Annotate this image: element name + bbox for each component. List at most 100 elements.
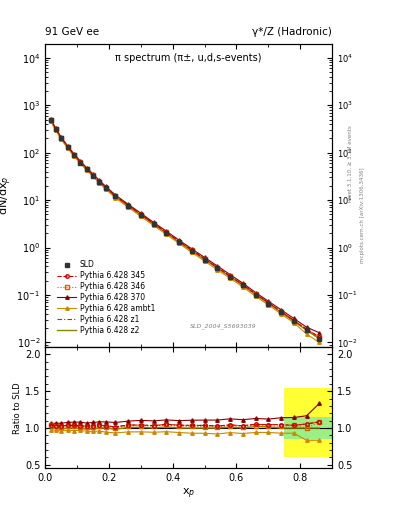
Pythia 6.428 346	[253, 291, 258, 297]
Pythia 6.428 370	[164, 228, 169, 234]
Pythia 6.428 346	[151, 221, 156, 227]
Pythia 6.428 346	[59, 135, 64, 141]
Text: mcplots.cern.ch [arXiv:1306.3436]: mcplots.cern.ch [arXiv:1306.3436]	[360, 167, 365, 263]
Pythia 6.428 346	[126, 202, 130, 208]
Pythia 6.428 z1	[177, 238, 182, 244]
Pythia 6.428 ambt1	[215, 267, 220, 273]
Pythia 6.428 370	[126, 201, 130, 207]
Pythia 6.428 346	[72, 152, 76, 158]
Pythia 6.428 z1	[164, 229, 169, 236]
Pythia 6.428 345	[103, 184, 108, 190]
Pythia 6.428 z2	[151, 221, 156, 227]
Pythia 6.428 ambt1	[228, 275, 232, 282]
Pythia 6.428 z1	[97, 178, 102, 184]
Pythia 6.428 370	[151, 219, 156, 225]
Pythia 6.428 z2	[72, 152, 76, 158]
Pythia 6.428 ambt1	[241, 284, 245, 290]
Pythia 6.428 370	[78, 158, 83, 164]
Pythia 6.428 z1	[78, 159, 83, 165]
X-axis label: x$_p$: x$_p$	[182, 486, 195, 501]
Pythia 6.428 346	[138, 211, 143, 218]
Line: Pythia 6.428 346: Pythia 6.428 346	[49, 118, 321, 339]
Pythia 6.428 ambt1	[78, 160, 83, 166]
Pythia 6.428 346	[48, 117, 53, 123]
Y-axis label: dN/dx$_p$: dN/dx$_p$	[0, 176, 14, 215]
Pythia 6.428 346	[65, 143, 70, 150]
Text: γ*/Z (Hadronic): γ*/Z (Hadronic)	[252, 27, 332, 37]
Pythia 6.428 370	[65, 143, 70, 149]
Pythia 6.428 z1	[59, 135, 64, 141]
Pythia 6.428 ambt1	[164, 231, 169, 238]
SLD	[304, 327, 309, 333]
Pythia 6.428 370	[266, 298, 271, 304]
Pythia 6.428 345	[241, 282, 245, 288]
Pythia 6.428 ambt1	[151, 222, 156, 228]
Pythia 6.428 z1	[53, 125, 58, 132]
SLD	[91, 173, 95, 179]
Pythia 6.428 z1	[189, 247, 194, 253]
Pythia 6.428 370	[279, 307, 283, 313]
Pythia 6.428 ambt1	[48, 118, 53, 124]
Pythia 6.428 370	[292, 315, 296, 322]
Pythia 6.428 z1	[84, 165, 89, 172]
Pythia 6.428 370	[113, 192, 118, 198]
Text: 91 GeV ee: 91 GeV ee	[45, 27, 99, 37]
Line: Pythia 6.428 370: Pythia 6.428 370	[49, 117, 321, 334]
Pythia 6.428 345	[91, 172, 95, 178]
Pythia 6.428 z2	[84, 166, 89, 173]
Pythia 6.428 346	[53, 126, 58, 132]
Pythia 6.428 ambt1	[72, 153, 76, 159]
Line: Pythia 6.428 ambt1: Pythia 6.428 ambt1	[49, 119, 321, 344]
Pythia 6.428 345	[48, 116, 53, 122]
Pythia 6.428 ambt1	[279, 311, 283, 317]
Pythia 6.428 370	[241, 280, 245, 286]
Pythia 6.428 z2	[177, 239, 182, 245]
Pythia 6.428 z2	[91, 173, 95, 179]
Pythia 6.428 346	[304, 327, 309, 333]
Pythia 6.428 z1	[48, 116, 53, 122]
Pythia 6.428 z2	[189, 248, 194, 254]
Pythia 6.428 ambt1	[97, 180, 102, 186]
Pythia 6.428 z2	[65, 144, 70, 151]
Pythia 6.428 ambt1	[53, 127, 58, 133]
Pythia 6.428 z2	[103, 185, 108, 191]
SLD	[97, 179, 102, 185]
Pythia 6.428 345	[97, 178, 102, 184]
Pythia 6.428 345	[189, 247, 194, 253]
Pythia 6.428 z2	[78, 160, 83, 166]
Pythia 6.428 z2	[304, 327, 309, 333]
Pythia 6.428 370	[177, 237, 182, 243]
Pythia 6.428 346	[317, 334, 322, 340]
Text: π spectrum (π±, u,d,s-events): π spectrum (π±, u,d,s-events)	[116, 53, 262, 62]
Legend: SLD, Pythia 6.428 345, Pythia 6.428 346, Pythia 6.428 370, Pythia 6.428 ambt1, P: SLD, Pythia 6.428 345, Pythia 6.428 346,…	[55, 258, 158, 337]
Pythia 6.428 ambt1	[189, 249, 194, 255]
Pythia 6.428 370	[202, 254, 207, 261]
SLD	[228, 274, 232, 280]
Pythia 6.428 346	[215, 265, 220, 271]
Pythia 6.428 z2	[53, 126, 58, 133]
Bar	[284, 388, 332, 457]
Pythia 6.428 346	[292, 317, 296, 324]
Line: Pythia 6.428 z1: Pythia 6.428 z1	[51, 119, 320, 337]
Pythia 6.428 370	[53, 125, 58, 131]
SLD	[266, 301, 271, 307]
Pythia 6.428 345	[279, 308, 283, 314]
Pythia 6.428 370	[189, 246, 194, 252]
Pythia 6.428 z2	[164, 230, 169, 236]
Text: SLD_2004_S5693039: SLD_2004_S5693039	[190, 323, 256, 329]
Pythia 6.428 z2	[113, 194, 118, 200]
Pythia 6.428 z1	[304, 326, 309, 332]
SLD	[151, 221, 156, 227]
Pythia 6.428 370	[253, 289, 258, 295]
SLD	[48, 117, 53, 123]
Pythia 6.428 ambt1	[304, 331, 309, 337]
Pythia 6.428 z1	[241, 282, 245, 288]
Pythia 6.428 345	[317, 334, 322, 340]
Pythia 6.428 z2	[202, 257, 207, 263]
Pythia 6.428 z1	[317, 334, 322, 340]
Pythia 6.428 z1	[292, 317, 296, 324]
Pythia 6.428 z1	[65, 143, 70, 150]
Pythia 6.428 345	[65, 143, 70, 150]
Pythia 6.428 z1	[253, 291, 258, 297]
Pythia 6.428 ambt1	[317, 339, 322, 346]
